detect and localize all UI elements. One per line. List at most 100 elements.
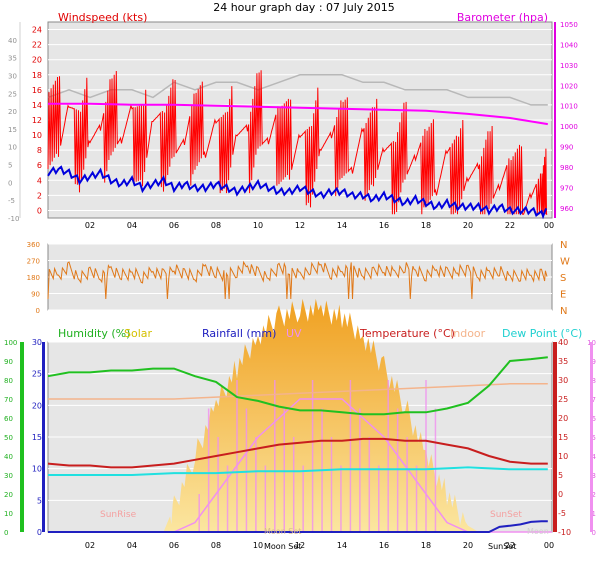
- multi-x-tick-label: 18: [421, 541, 431, 550]
- direction-tick-label: 90: [31, 291, 40, 299]
- direction-tick-label: 0: [36, 307, 40, 315]
- humidity-series: [47, 356, 548, 416]
- humidity-tick-label: 50: [4, 434, 13, 442]
- rain-axis-bar: [42, 342, 45, 532]
- temp-tick-label: -5: [558, 509, 566, 518]
- wind-tick-label: 6: [37, 161, 42, 170]
- temp-tick-label: 10: [558, 452, 568, 461]
- sunrise-label: SunRise: [100, 510, 137, 520]
- legend-temperature: Temperature (°C): [359, 327, 455, 340]
- uv-tick-label: 3: [592, 472, 596, 480]
- windspeed-axis-label: Windspeed (kts): [58, 11, 147, 24]
- wind-outer-tick-label: 30: [8, 72, 17, 80]
- temp-axis-bar: [553, 342, 557, 532]
- baro-tick-label: 1010: [560, 103, 578, 111]
- compass-label: W: [560, 257, 570, 268]
- wind-tick-label: 0: [37, 206, 42, 215]
- barometer-axis-label: Barometer (hpa): [457, 11, 548, 24]
- uv-tick-label: 6: [592, 415, 597, 423]
- uv-tick-label: 4: [592, 453, 597, 461]
- dew-point-series: [48, 466, 548, 476]
- rain-tick-label: 5: [37, 496, 42, 505]
- wind-tick-label: 24: [32, 26, 42, 35]
- windspeed-series: [47, 70, 548, 215]
- gust-series: [47, 74, 548, 106]
- humidity-tick-label: 30: [4, 472, 13, 480]
- wind-outer-tick-label: -10: [8, 215, 19, 223]
- wind-direction-series: [47, 260, 548, 300]
- wind-tick-label: 8: [37, 146, 42, 155]
- uv-tick-label: 8: [592, 377, 596, 385]
- humidity-tick-label: 90: [4, 358, 13, 366]
- compass-label: E: [560, 290, 566, 301]
- wind-outer-tick-label: 40: [8, 37, 17, 45]
- temp-tick-label: 0: [558, 490, 563, 499]
- wind-tick-label: 10: [32, 131, 42, 140]
- wind-low-series: [47, 165, 548, 220]
- wind-tick-label: 2: [37, 191, 42, 200]
- compass-label: S: [560, 273, 566, 284]
- wind-x-tick-label: 12: [295, 221, 305, 230]
- wind-outer-tick-label: 5: [8, 162, 12, 170]
- direction-tick-label: 360: [27, 241, 40, 249]
- rain-tick-label: 0: [37, 528, 42, 537]
- moon-label: Moon: [527, 527, 549, 536]
- indoor-series: [48, 383, 548, 400]
- uv-axis-bar: [590, 342, 593, 532]
- direction-tick-label: 270: [27, 258, 40, 266]
- wind-x-tick-label: 06: [169, 221, 179, 230]
- wind-tick-label: 12: [32, 116, 42, 125]
- temp-tick-label: 40: [558, 338, 568, 347]
- humidity-tick-label: 70: [4, 396, 13, 404]
- humidity-tick-label: 60: [4, 415, 13, 423]
- legend-uv: UV: [286, 327, 302, 340]
- wind-baro-panel: 024681012141618202224-10-505101520253035…: [8, 21, 578, 230]
- rain-tick-label: 30: [32, 338, 42, 347]
- humidity-tick-label: 40: [4, 453, 13, 461]
- wind-x-tick-label: 22: [505, 221, 515, 230]
- baro-tick-label: 970: [560, 184, 573, 192]
- temp-tick-label: 20: [558, 414, 568, 423]
- rain-tick-label: 20: [32, 401, 42, 410]
- multi-x-tick-label: 16: [379, 541, 389, 550]
- wind-x-tick-label: 02: [85, 221, 95, 230]
- wind-outer-tick-label: 15: [8, 126, 17, 134]
- rain-tick-label: 10: [32, 465, 42, 474]
- multi-x-tick-label: 14: [337, 541, 347, 550]
- rain-tick-label: 25: [32, 370, 42, 379]
- legend-humidity: Humidity (%): [58, 327, 130, 340]
- rain-tick-label: 15: [32, 433, 42, 442]
- wind-outer-tick-label: 0: [8, 179, 12, 187]
- legend-dew-point: Dew Point (°C): [502, 327, 582, 340]
- humidity-tick-label: 0: [4, 529, 8, 537]
- wind-tick-label: 18: [32, 71, 42, 80]
- humidity-tick-label: 80: [4, 377, 13, 385]
- sunset-bottom-label: SunSet: [488, 542, 516, 551]
- compass-label: N: [560, 240, 567, 251]
- uv-tick-label: 2: [592, 491, 596, 499]
- wind-x-tick-label: 20: [463, 221, 473, 230]
- uv-tick-label: 9: [592, 358, 596, 366]
- temp-tick-label: 25: [558, 395, 568, 404]
- sunset-label: SunSet: [490, 510, 522, 520]
- multi-x-tick-label: 20: [463, 541, 473, 550]
- barometer-series: [48, 102, 548, 126]
- baro-tick-label: 1000: [560, 123, 578, 131]
- wind-outer-tick-label: 10: [8, 144, 17, 152]
- baro-tick-label: 1040: [560, 41, 578, 49]
- rainfall-series: [48, 520, 548, 533]
- multi-x-tick-label: 02: [85, 541, 95, 550]
- uv-tick-label: 0: [592, 529, 596, 537]
- multi-x-tick-label: 00: [544, 541, 554, 550]
- baro-tick-label: 980: [560, 164, 573, 172]
- wind-tick-label: 20: [32, 56, 42, 65]
- wind-tick-label: 14: [32, 101, 42, 110]
- baro-tick-label: 990: [560, 144, 573, 152]
- wind-outer-tick-label: 25: [8, 90, 17, 98]
- multi-x-tick-label: 10: [253, 541, 263, 550]
- uv-tick-label: 7: [592, 396, 596, 404]
- wind-tick-label: 16: [32, 86, 42, 95]
- temperature-series: [47, 437, 548, 469]
